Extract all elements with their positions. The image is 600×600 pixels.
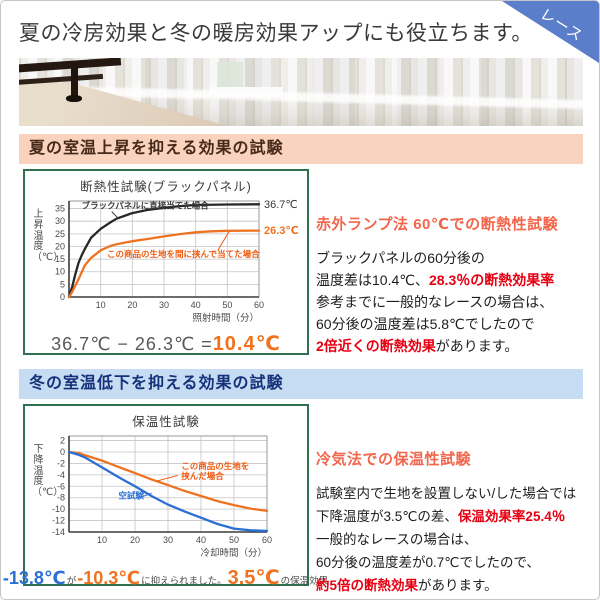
svg-text:10: 10	[96, 300, 106, 310]
chart-title-insulation: 断熱性試験(ブラックパネル)	[80, 180, 252, 194]
page-title: 夏の冷房効果と冬の暖房効果アップにも役立ちます。	[19, 22, 533, 45]
svg-text:20: 20	[127, 300, 137, 310]
svg-text:0: 0	[60, 447, 65, 457]
svg-text:-2: -2	[57, 458, 65, 468]
svg-text:10: 10	[55, 267, 65, 277]
svg-text:26.3℃: 26.3℃	[264, 225, 299, 237]
svg-text:40: 40	[196, 535, 206, 545]
y-axis-label: 上昇温度（℃）	[32, 209, 64, 264]
svg-text:36.7℃: 36.7℃	[264, 199, 298, 211]
insulation-chart: 上昇温度（℃） 0 5 10 15 20 25 30 35 10 20 30 40 50 60 照射時間（分…	[25, 196, 307, 330]
svg-text:60: 60	[254, 300, 264, 310]
svg-text:20: 20	[55, 241, 65, 251]
svg-text:35: 35	[55, 204, 65, 214]
y-axis-label: 下降温度（℃）	[32, 444, 64, 499]
heat-retention-test-panel: 保温性試験 下降温度（℃） 2 0 -2 -4 -6 -8 -10 -12 -14 10 20 30 4…	[3, 404, 328, 589]
svg-text:-14: -14	[52, 527, 65, 537]
svg-text:10: 10	[97, 535, 107, 545]
svg-text:-12: -12	[52, 516, 65, 526]
ribbon-label: レース	[536, 5, 587, 46]
section-header-winter: 冬の室温低下を抑える効果の試験	[19, 369, 583, 399]
svg-text:この商品の生地を挟んだ場合: この商品の生地を挟んだ場合	[181, 461, 249, 481]
svg-text:0: 0	[60, 292, 65, 302]
chart-title-heat-retention: 保温性試験	[132, 415, 200, 429]
svg-text:この商品の生地を間に挟んで当てた場合: この商品の生地を間に挟んで当てた場合	[107, 249, 260, 259]
svg-text:-6: -6	[57, 481, 65, 491]
svg-text:30: 30	[163, 535, 173, 545]
svg-text:-8: -8	[57, 493, 65, 503]
heat-retention-description-heading: 冷気法での保温性試験	[316, 451, 472, 468]
temperature-difference-equation: 36.7℃ − 26.3℃ = 10.4℃	[51, 333, 281, 355]
svg-text:ブラックパネルに直接当てた場合: ブラックパネルに直接当てた場合	[82, 201, 210, 211]
heat-retention-chart: 下降温度（℃） 2 0 -2 -4 -6 -8 -10 -12 -14 10 20 30 40 50 60 冷…	[25, 431, 307, 565]
svg-text:2: 2	[60, 436, 65, 446]
svg-text:空試験: 空試験	[119, 490, 145, 500]
heat-retention-equation: -13.8℃ が -10.3℃ に抑えられました。 3.5℃ の保温効果	[2, 567, 329, 589]
svg-text:照射時間（分）: 照射時間（分）	[192, 312, 259, 324]
svg-text:40: 40	[191, 300, 201, 310]
insulation-test-panel: 断熱性試験(ブラックパネル) 上昇温度（℃） 0 5 10 15 20 25 30 35 10 2…	[23, 169, 309, 355]
heat-retention-description-body: 試験室内で生地を設置しない/した場合では 下降温度が3.5℃の差、保温効果率25.…	[316, 486, 577, 593]
insulation-description-heading: 赤外ランプ法 60℃での断熱性試験	[316, 216, 559, 233]
svg-text:60: 60	[262, 535, 272, 545]
product-photo	[19, 58, 583, 126]
svg-text:50: 50	[222, 300, 232, 310]
svg-text:5: 5	[60, 279, 65, 289]
insulation-description-body: ブラックパネルの60分後の 温度差は10.4℃、28.3％の断熱効果率 参考までに一…	[316, 250, 555, 354]
svg-text:25: 25	[55, 229, 65, 239]
svg-text:冷却時間（分）: 冷却時間（分）	[200, 547, 267, 559]
insulation-description: 赤外ランプ法 60℃での断熱性試験 ブラックパネルの60分後の 温度差は10.4℃…	[316, 213, 588, 357]
svg-text:-4: -4	[57, 470, 65, 480]
svg-text:30: 30	[55, 216, 65, 226]
bed-frame-foot	[66, 95, 82, 102]
bed-frame-leg	[71, 63, 78, 97]
svg-text:30: 30	[159, 300, 169, 310]
heat-retention-description: 冷気法での保温性試験 試験室内で生地を設置しない/した場合では 下降温度が3.5℃…	[316, 448, 588, 597]
svg-text:20: 20	[130, 535, 140, 545]
svg-text:-10: -10	[52, 504, 65, 514]
window-glimpse	[217, 62, 243, 88]
svg-text:50: 50	[229, 535, 239, 545]
svg-text:15: 15	[55, 254, 65, 264]
section-header-summer: 夏の室温上昇を抑える効果の試験	[19, 134, 583, 164]
